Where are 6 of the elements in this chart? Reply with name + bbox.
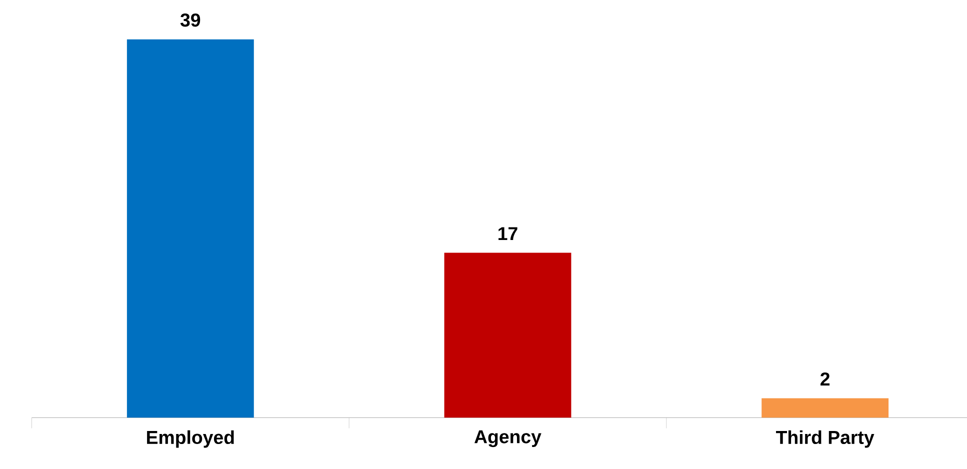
data-label: 2 [820, 372, 830, 386]
x-tick-label: Employed [147, 430, 234, 448]
data-label: 39 [180, 13, 200, 27]
x-tick-label: Agency [474, 430, 542, 448]
x-tick-label: Third Party [776, 430, 874, 448]
data-label: 17 [498, 227, 518, 240]
